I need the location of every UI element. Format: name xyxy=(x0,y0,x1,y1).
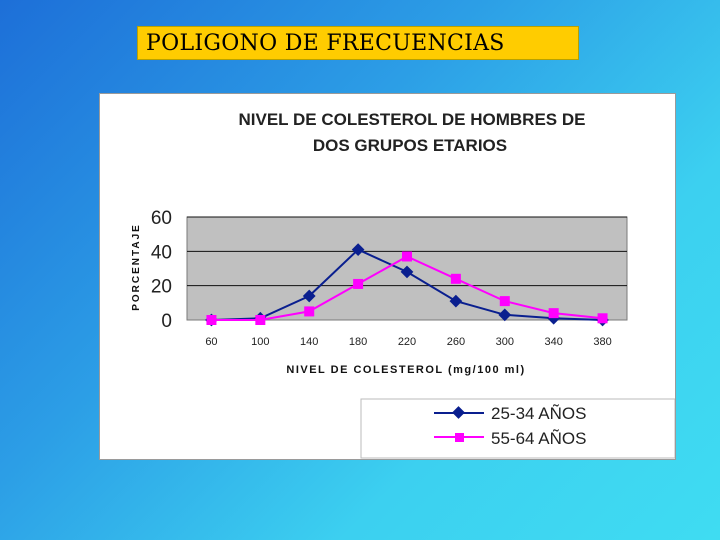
data-point-series-2 xyxy=(255,315,266,325)
legend-marker-series-2 xyxy=(455,433,464,442)
data-point-series-2 xyxy=(597,313,608,324)
chart-card: NIVEL DE COLESTEROL DE HOMBRES DE DOS GR… xyxy=(99,93,676,460)
legend: 25-34 AÑOS 55-64 AÑOS xyxy=(360,398,676,459)
x-tick-label: 340 xyxy=(544,336,562,348)
x-axis-label: NIVEL DE COLESTEROL (mg/100 ml) xyxy=(286,364,525,376)
data-point-series-1 xyxy=(400,265,414,279)
legend-marker-series-1 xyxy=(452,406,465,419)
x-tick-label: 100 xyxy=(251,336,269,348)
y-tick-label: 60 xyxy=(151,208,172,229)
chart-title-line-1: NIVEL DE COLESTEROL DE HOMBRES DE xyxy=(239,110,586,129)
y-tick-label: 20 xyxy=(151,277,172,298)
x-tick-label: 60 xyxy=(205,336,217,348)
legend-label-series-2: 55-64 AÑOS xyxy=(491,429,586,448)
chart-svg: NIVEL DE COLESTEROL DE HOMBRES DE DOS GR… xyxy=(131,110,676,459)
y-axis-label: PORCENTAJE xyxy=(131,223,142,311)
legend-box xyxy=(360,398,676,459)
data-point-series-1 xyxy=(302,289,316,303)
data-point-series-2 xyxy=(499,296,510,307)
x-tick-label: 380 xyxy=(593,336,611,348)
data-point-series-2 xyxy=(206,315,217,325)
data-point-series-1 xyxy=(449,294,463,308)
data-point-series-2 xyxy=(548,308,559,319)
x-tick-label: 300 xyxy=(496,336,514,348)
legend-label-series-1: 25-34 AÑOS xyxy=(491,404,586,423)
data-point-series-2 xyxy=(353,278,364,289)
chart-title-line-2: DOS GRUPOS ETARIOS xyxy=(313,136,507,155)
x-tick-label: 220 xyxy=(398,336,416,348)
data-point-series-2 xyxy=(304,306,315,317)
data-point-series-1 xyxy=(351,243,365,256)
data-point-series-2 xyxy=(402,251,412,262)
slide-title: POLIGONO DE FRECUENCIAS xyxy=(137,26,579,60)
y-tick-label: 40 xyxy=(151,242,172,263)
x-tick-label: 260 xyxy=(447,336,465,348)
data-point-series-2 xyxy=(450,273,461,284)
y-tick-label: 0 xyxy=(161,311,172,332)
data-point-series-1 xyxy=(498,308,512,322)
x-tick-label: 140 xyxy=(300,336,318,348)
x-tick-label: 180 xyxy=(349,336,367,348)
